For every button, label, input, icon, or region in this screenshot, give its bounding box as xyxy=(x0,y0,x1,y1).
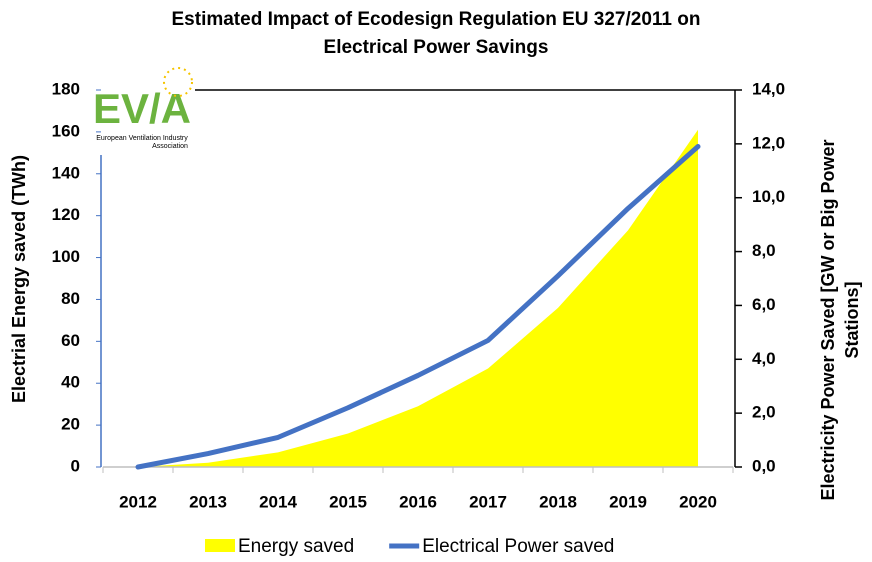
logo: EV/A European Ventilation Industry Assoc… xyxy=(93,67,193,150)
y-tick-label: 160 xyxy=(52,121,80,140)
y2-tick-label: 10,0 xyxy=(752,187,785,206)
y2-tick-label: 8,0 xyxy=(752,241,776,260)
y2-tick-label: 4,0 xyxy=(752,349,776,368)
chart-title: Electrical Power Savings xyxy=(324,37,549,58)
x-tick-label: 2016 xyxy=(399,492,437,511)
x-tick-label: 2012 xyxy=(119,492,157,511)
y2-tick-label: 2,0 xyxy=(752,403,776,422)
legend-label: Electrical Power saved xyxy=(422,536,614,557)
chart-title: Estimated Impact of Ecodesign Regulation… xyxy=(172,9,701,30)
x-tick-label: 2014 xyxy=(259,492,297,511)
x-tick-label: 2018 xyxy=(539,492,577,511)
legend-label: Energy saved xyxy=(238,536,354,557)
line xyxy=(135,144,701,470)
x-tick-label: 2015 xyxy=(329,492,367,511)
area xyxy=(138,129,698,468)
y-tick-label: 140 xyxy=(52,163,80,182)
y2-tick-label: 0,0 xyxy=(752,456,776,475)
y2-axis-label: Stations] xyxy=(842,281,862,358)
y-tick-label: 80 xyxy=(61,289,80,308)
y-tick-label: 120 xyxy=(52,205,80,224)
y2-tick-label: 6,0 xyxy=(752,295,776,314)
x-tick-label: 2020 xyxy=(679,492,717,511)
y2-axis-label: Electricity Power Saved [GW or Big Power xyxy=(818,139,838,500)
y2-tick-label: 14,0 xyxy=(752,79,785,98)
y-tick-label: 100 xyxy=(52,247,80,266)
logo-subtitle: European Ventilation Industry xyxy=(96,135,188,142)
legend-swatch xyxy=(205,539,235,552)
x-tick-label: 2017 xyxy=(469,492,507,511)
y-tick-label: 180 xyxy=(52,79,80,98)
y2-tick-label: 12,0 xyxy=(752,133,785,152)
logo-subtitle: Association xyxy=(152,143,188,150)
y-tick-label: 40 xyxy=(61,373,80,392)
y-tick-label: 60 xyxy=(61,331,80,350)
y-tick-label: 0 xyxy=(71,456,80,475)
y-tick-label: 20 xyxy=(61,415,80,434)
x-tick-label: 2013 xyxy=(189,492,227,511)
x-tick-label: 2019 xyxy=(609,492,647,511)
y-axis-label: Electrial Energy saved (TWh) xyxy=(9,155,29,403)
logo-name: EV/A xyxy=(93,85,191,132)
logo-stars xyxy=(163,67,193,97)
